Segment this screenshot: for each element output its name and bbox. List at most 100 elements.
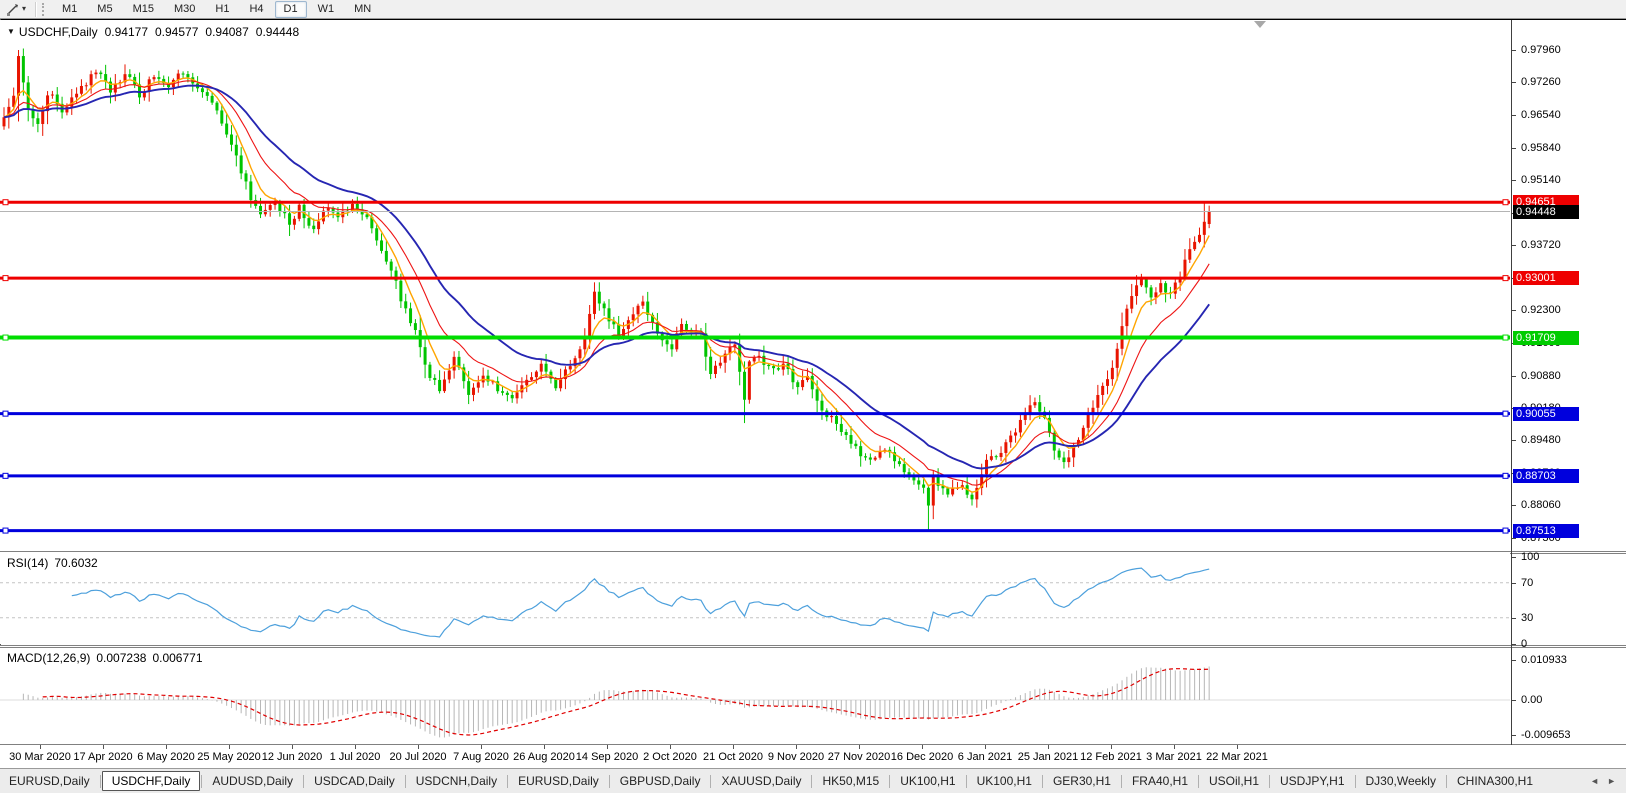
tab-separator <box>99 774 101 788</box>
timeframe-button-d1[interactable]: D1 <box>274 0 307 18</box>
price-tick-label: 0.89480 <box>1521 434 1561 447</box>
line-handle[interactable] <box>2 527 9 534</box>
line-handle[interactable] <box>2 410 9 417</box>
rsi-canvas[interactable] <box>0 553 1510 644</box>
timeframe-button-w1[interactable]: W1 <box>317 2 335 15</box>
time-tick-label: 3 Mar 2021 <box>1146 751 1202 763</box>
price-tick <box>1512 310 1516 312</box>
time-tick <box>166 745 167 749</box>
tab-separator <box>889 774 891 788</box>
time-tick <box>103 745 104 749</box>
macd-canvas[interactable] <box>0 648 1510 744</box>
time-tick <box>544 745 545 749</box>
chart-tab-ger30-h1[interactable]: GER30,H1 <box>1052 774 1111 788</box>
indicator-tick <box>1512 556 1516 558</box>
indicator-tick-label: 0.00 <box>1521 694 1543 706</box>
tab-separator <box>1354 774 1356 788</box>
time-tick <box>1111 745 1112 749</box>
timeframe-button-m15[interactable]: M15 <box>132 2 154 15</box>
price-tick-label: 0.92300 <box>1521 304 1561 317</box>
panel-splitter-macd[interactable] <box>0 645 1626 648</box>
line-handle[interactable] <box>1502 527 1509 534</box>
price-tick <box>1512 245 1516 247</box>
tab-separator <box>1041 774 1043 788</box>
chart-tab-usoil-h1[interactable]: USOil,H1 <box>1209 774 1260 788</box>
level-price-badge: 0.88703 <box>1513 468 1579 483</box>
timeframe-button-m1[interactable]: M1 <box>62 2 78 15</box>
moving-average-ema14 <box>3 80 1210 486</box>
chart-tab-xauusd-daily[interactable]: XAUUSD,Daily <box>721 774 802 788</box>
timeframe-button-mn[interactable]: MN <box>354 2 372 15</box>
timeframe-toolbar: ▾ M1 M5 M15 M30 H1 H4 D1 W1 MN <box>0 0 1626 19</box>
time-tick-label: 20 Jul 2020 <box>389 751 447 763</box>
line-handle[interactable] <box>1502 472 1509 479</box>
main-chart-canvas[interactable] <box>0 20 1510 551</box>
chart-tab-usdjpy-h1[interactable]: USDJPY,H1 <box>1280 774 1345 788</box>
time-tick-label: 22 Mar 2021 <box>1206 751 1268 763</box>
tab-separator <box>1269 774 1271 788</box>
chart-tab-usdcad-daily[interactable]: USDCAD,Daily <box>314 774 395 788</box>
chart-tab-hk50-m15[interactable]: HK50,M15 <box>822 774 880 788</box>
chart-tab-uk100-h1[interactable]: UK100,H1 <box>900 774 956 788</box>
time-tick-label: 21 Oct 2020 <box>703 751 763 763</box>
timeframe-button-group: M1 M5 M15 M30 H1 H4 D1 W1 MN <box>52 0 381 18</box>
macd-signal-line <box>42 668 1210 736</box>
timeframe-button-m30[interactable]: M30 <box>173 2 196 15</box>
indicator-tick <box>1512 700 1516 701</box>
chart-tab-china300-h1[interactable]: CHINA300,H1 <box>1456 774 1534 788</box>
indicator-tick <box>1512 617 1516 619</box>
line-handle[interactable] <box>1502 199 1509 206</box>
chart-tab-usdchf-daily[interactable]: USDCHF,Daily <box>101 770 201 791</box>
price-tick-label: 0.97960 <box>1521 43 1561 56</box>
chart-tab-uk100-h1[interactable]: UK100,H1 <box>976 774 1032 788</box>
indicator-tick-label: 100 <box>1521 550 1540 563</box>
price-tick <box>1512 179 1516 181</box>
price-tick-label: 0.90880 <box>1521 369 1561 382</box>
time-tick-label: 12 Jun 2020 <box>261 751 323 763</box>
tab-scroll-controls: ◄ ► <box>1590 775 1626 786</box>
price-tick-label: 0.88060 <box>1521 499 1561 512</box>
chart-window-top-border <box>0 19 1626 20</box>
timeframe-button-m5[interactable]: M5 <box>97 2 113 15</box>
chart-shift-marker-icon[interactable] <box>1254 21 1266 28</box>
line-handle[interactable] <box>2 199 9 206</box>
chart-tab-audusd-daily[interactable]: AUDUSD,Daily <box>212 774 294 788</box>
time-tick-label: 2 Oct 2020 <box>643 751 697 763</box>
chart-tab-eurusd-daily[interactable]: EURUSD,Daily <box>518 774 599 788</box>
level-price-badge: 0.87513 <box>1513 523 1579 538</box>
time-tick <box>859 745 860 749</box>
chart-tab-usdcnh-daily[interactable]: USDCNH,Daily <box>415 774 498 788</box>
time-tick-label: 25 May 2020 <box>197 751 261 763</box>
rsi-line <box>71 567 1210 638</box>
level-price-badge: 0.91709 <box>1513 330 1579 345</box>
chart-tab-eurusd-daily[interactable]: EURUSD,Daily <box>9 774 90 788</box>
timeframe-button-h1[interactable]: H1 <box>215 2 230 15</box>
level-price-badge: 0.90055 <box>1513 406 1579 421</box>
line-handle[interactable] <box>2 275 9 282</box>
chart-tab-fra40-h1[interactable]: FRA40,H1 <box>1131 774 1188 788</box>
draw-cursor-icon[interactable]: ▾ <box>0 1 32 18</box>
tab-scroll-left-button[interactable]: ◄ <box>1590 775 1600 786</box>
indicator-tick-label: 70 <box>1521 576 1534 589</box>
chart-tab-dj30-weekly[interactable]: DJ30,Weekly <box>1365 774 1436 788</box>
chevron-down-icon: ▾ <box>22 4 27 13</box>
line-handle[interactable] <box>1502 334 1509 341</box>
line-handle[interactable] <box>1502 275 1509 282</box>
line-handle[interactable] <box>1502 410 1509 417</box>
tab-separator <box>201 774 203 788</box>
time-tick-label: 12 Feb 2021 <box>1080 751 1142 763</box>
tab-scroll-right-button[interactable]: ► <box>1607 775 1616 786</box>
price-tick <box>1512 505 1516 507</box>
time-axis[interactable] <box>0 745 1626 768</box>
time-tick-label: 6 May 2020 <box>137 751 195 763</box>
time-tick <box>607 745 608 749</box>
price-axis-border <box>1511 20 1512 745</box>
timeframe-button-h4[interactable]: H4 <box>249 2 264 15</box>
chart-tab-gbpusd-daily[interactable]: GBPUSD,Daily <box>619 774 701 788</box>
toolbar-grip[interactable] <box>42 2 47 16</box>
line-handle[interactable] <box>2 334 9 341</box>
price-tick <box>1512 49 1516 51</box>
tab-separator <box>608 774 610 788</box>
line-handle[interactable] <box>2 472 9 479</box>
